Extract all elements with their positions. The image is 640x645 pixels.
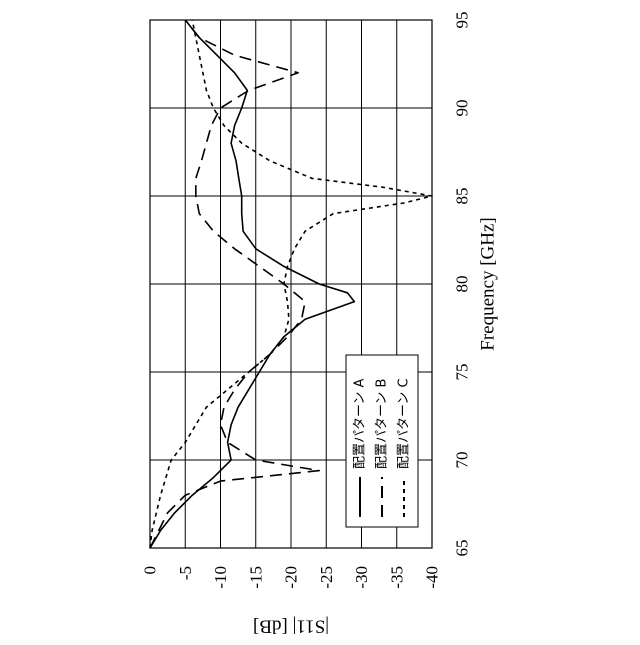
x-tick-label: 65 bbox=[453, 540, 472, 557]
y-tick-label: -25 bbox=[317, 566, 336, 589]
y-tick-labels: 0 -5 -10 -15 -20 -25 -30 -35 -40 bbox=[141, 566, 442, 589]
x-tick-label: 90 bbox=[453, 100, 472, 117]
y-tick-label: 0 bbox=[141, 566, 160, 575]
x-tick-labels: 65 70 75 80 85 90 95 bbox=[453, 12, 472, 557]
x-axis-label: Frequency [GHz] bbox=[478, 217, 499, 350]
x-tick-label: 85 bbox=[453, 188, 472, 205]
x-tick-label: 95 bbox=[453, 12, 472, 29]
legend-label-3: 配置パターン C bbox=[397, 378, 412, 469]
y-tick-label: -10 bbox=[211, 566, 230, 589]
y-tick-label: -30 bbox=[352, 566, 371, 589]
x-axis-label-group: Frequency [GHz] bbox=[478, 217, 499, 350]
legend-label-2: 配置パターン B bbox=[375, 379, 390, 469]
x-tick-label: 70 bbox=[453, 452, 472, 469]
x-tick-label: 75 bbox=[453, 364, 472, 381]
y-tick-label: -40 bbox=[423, 566, 442, 589]
y-tick-label: -35 bbox=[387, 566, 406, 589]
legend-label-1: 配置パターン A bbox=[353, 379, 368, 469]
x-tick-label: 80 bbox=[453, 276, 472, 293]
y-tick-label: -5 bbox=[176, 566, 195, 580]
legend: 配置パターン A 配置パターン B 配置パターン C bbox=[346, 355, 418, 527]
y-tick-label: -20 bbox=[282, 566, 301, 589]
y-tick-label: -15 bbox=[246, 566, 265, 589]
y-axis-label-group: |S11| [dB] bbox=[253, 616, 329, 637]
y-axis-label: |S11| [dB] bbox=[253, 616, 329, 637]
